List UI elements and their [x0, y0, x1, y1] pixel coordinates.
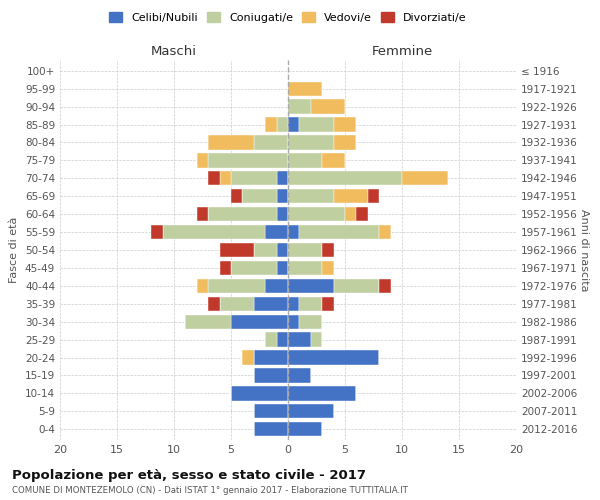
Bar: [288, 136, 334, 149]
Bar: [288, 350, 379, 364]
Bar: [288, 225, 299, 239]
Bar: [265, 225, 288, 239]
Text: Popolazione per età, sesso e stato civile - 2017: Popolazione per età, sesso e stato civil…: [12, 470, 366, 482]
Bar: [379, 278, 391, 293]
Bar: [322, 261, 334, 275]
Bar: [220, 243, 254, 257]
Bar: [254, 296, 288, 311]
Bar: [208, 171, 220, 186]
Bar: [288, 314, 299, 329]
Bar: [197, 278, 208, 293]
Bar: [277, 118, 288, 132]
Bar: [277, 261, 288, 275]
Bar: [379, 225, 391, 239]
Bar: [288, 368, 311, 382]
Bar: [265, 118, 277, 132]
Bar: [231, 386, 288, 400]
Bar: [220, 296, 254, 311]
Bar: [288, 153, 322, 168]
Y-axis label: Anni di nascita: Anni di nascita: [579, 209, 589, 291]
Bar: [334, 136, 356, 149]
Bar: [288, 404, 334, 418]
Bar: [288, 171, 402, 186]
Bar: [277, 171, 288, 186]
Bar: [254, 404, 288, 418]
Bar: [299, 296, 322, 311]
Bar: [220, 171, 231, 186]
Bar: [288, 261, 322, 275]
Bar: [197, 153, 208, 168]
Bar: [288, 422, 322, 436]
Bar: [402, 171, 448, 186]
Bar: [288, 82, 322, 96]
Bar: [231, 261, 277, 275]
Bar: [288, 100, 311, 114]
Bar: [277, 243, 288, 257]
Legend: Celibi/Nubili, Coniugati/e, Vedovi/e, Divorziati/e: Celibi/Nubili, Coniugati/e, Vedovi/e, Di…: [109, 12, 467, 23]
Bar: [299, 225, 379, 239]
Bar: [208, 296, 220, 311]
Bar: [288, 207, 345, 222]
Bar: [334, 118, 356, 132]
Bar: [265, 332, 277, 347]
Bar: [208, 278, 265, 293]
Bar: [208, 136, 254, 149]
Y-axis label: Fasce di età: Fasce di età: [10, 217, 19, 283]
Bar: [254, 243, 277, 257]
Bar: [356, 207, 368, 222]
Bar: [311, 100, 345, 114]
Bar: [231, 189, 242, 204]
Bar: [254, 422, 288, 436]
Bar: [277, 332, 288, 347]
Bar: [231, 314, 288, 329]
Text: Femmine: Femmine: [371, 45, 433, 58]
Text: Maschi: Maschi: [151, 45, 197, 58]
Bar: [197, 207, 208, 222]
Bar: [288, 243, 322, 257]
Bar: [265, 278, 288, 293]
Bar: [151, 225, 163, 239]
Bar: [288, 278, 334, 293]
Bar: [322, 296, 334, 311]
Bar: [242, 350, 254, 364]
Bar: [254, 350, 288, 364]
Bar: [345, 207, 356, 222]
Text: COMUNE DI MONTEZEMOLO (CN) - Dati ISTAT 1° gennaio 2017 - Elaborazione TUTTITALI: COMUNE DI MONTEZEMOLO (CN) - Dati ISTAT …: [12, 486, 408, 495]
Bar: [277, 189, 288, 204]
Bar: [288, 386, 356, 400]
Bar: [299, 314, 322, 329]
Bar: [185, 314, 231, 329]
Bar: [322, 153, 345, 168]
Bar: [277, 207, 288, 222]
Bar: [208, 153, 288, 168]
Bar: [322, 243, 334, 257]
Bar: [299, 118, 334, 132]
Bar: [288, 332, 311, 347]
Bar: [220, 261, 231, 275]
Bar: [254, 136, 288, 149]
Bar: [254, 368, 288, 382]
Bar: [334, 189, 368, 204]
Bar: [288, 296, 299, 311]
Bar: [288, 189, 334, 204]
Bar: [231, 171, 277, 186]
Bar: [334, 278, 379, 293]
Bar: [163, 225, 265, 239]
Bar: [242, 189, 277, 204]
Bar: [311, 332, 322, 347]
Bar: [368, 189, 379, 204]
Bar: [208, 207, 277, 222]
Bar: [288, 118, 299, 132]
